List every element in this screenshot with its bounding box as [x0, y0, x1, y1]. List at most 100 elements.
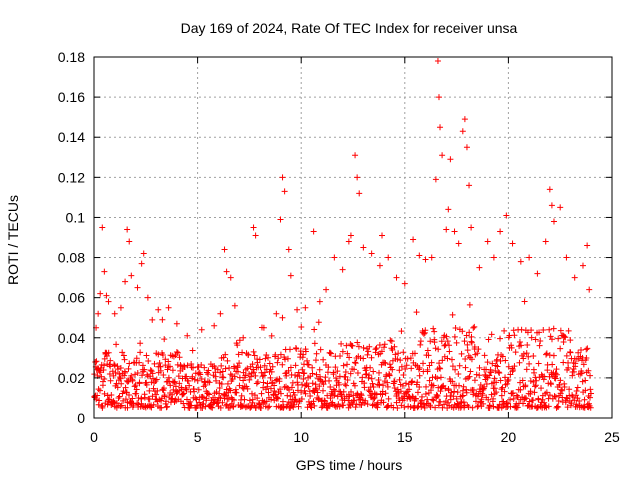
scatter-point	[557, 327, 564, 334]
scatter-point	[490, 403, 497, 410]
scatter-point	[553, 371, 560, 378]
scatter-point	[438, 383, 445, 390]
data-point	[105, 298, 112, 305]
scatter-point	[309, 370, 316, 377]
data-point	[439, 152, 446, 159]
scatter-point	[544, 367, 551, 374]
scatter-point	[119, 349, 126, 356]
scatter-point	[434, 375, 441, 382]
scatter-point	[101, 376, 108, 383]
scatter-point	[420, 360, 427, 367]
scatter-point	[501, 327, 508, 334]
data-point	[393, 274, 400, 281]
scatter-point	[180, 400, 187, 407]
scatter-point	[117, 403, 124, 410]
scatter-point	[581, 396, 588, 403]
scatter-point	[401, 404, 408, 411]
scatter-point	[266, 403, 273, 410]
scatter-point	[298, 323, 305, 330]
scatter-point	[573, 387, 580, 394]
scatter-point	[154, 387, 161, 394]
scatter-point	[179, 391, 186, 398]
scatter-point	[242, 366, 249, 373]
scatter-point	[414, 389, 421, 396]
scatter-point	[327, 384, 334, 391]
data-point	[138, 260, 145, 267]
scatter-point	[398, 328, 405, 335]
scatter-point	[360, 344, 367, 351]
scatter-point	[307, 401, 314, 408]
scatter-point	[163, 404, 170, 411]
scatter-point	[222, 351, 229, 358]
x-tick-label: 15	[397, 429, 413, 445]
scatter-point	[360, 355, 367, 362]
data-point	[223, 268, 230, 275]
scatter-point	[466, 373, 473, 380]
scatter-point	[532, 336, 539, 343]
scatter-point	[146, 387, 153, 394]
scatter-point	[336, 403, 343, 410]
scatter-point	[309, 380, 316, 387]
scatter-point	[548, 336, 555, 343]
scatter-point	[285, 367, 292, 374]
data-point	[416, 252, 423, 259]
scatter-point	[224, 380, 231, 387]
data-point	[509, 240, 516, 247]
scatter-point	[397, 357, 404, 364]
chart-title: Day 169 of 2024, Rate Of TEC Index for r…	[181, 20, 518, 36]
scatter-point	[575, 349, 582, 356]
scatter-point	[250, 366, 257, 373]
scatter-point	[313, 386, 320, 393]
scatter-point	[430, 397, 437, 404]
scatter-point	[236, 337, 243, 344]
scatter-point	[502, 357, 509, 364]
scatter-point	[389, 366, 396, 373]
scatter-point	[113, 341, 120, 348]
scatter-point	[463, 389, 470, 396]
scatter-point	[301, 370, 308, 377]
scatter-point	[464, 341, 471, 348]
scatter-point	[525, 353, 532, 360]
scatter-point	[305, 383, 312, 390]
data-point	[103, 292, 110, 299]
scatter-point	[170, 386, 177, 393]
scatter-point	[574, 384, 581, 391]
scatter-point	[143, 352, 150, 359]
scatter-point	[480, 400, 487, 407]
scatter-point	[137, 349, 144, 356]
scatter-point	[406, 386, 413, 393]
scatter-point	[342, 369, 349, 376]
scatter-point	[352, 404, 359, 411]
scatter-point	[423, 383, 430, 390]
scatter-point	[302, 382, 309, 389]
y-tick-label: 0.18	[58, 49, 85, 65]
x-tick-label: 10	[293, 429, 309, 445]
scatter-point	[204, 390, 211, 397]
scatter-point	[508, 342, 515, 349]
scatter-point	[417, 341, 424, 348]
scatter-point	[340, 402, 347, 409]
scatter-point	[107, 377, 114, 384]
scatter-point	[422, 327, 429, 334]
data-point	[260, 324, 267, 331]
scatter-point	[263, 398, 270, 405]
data-point	[240, 334, 247, 341]
scatter-point	[437, 374, 444, 381]
scatter-point	[490, 395, 497, 402]
scatter-point	[333, 375, 340, 382]
y-tick-label: 0.12	[58, 169, 85, 185]
scatter-point	[471, 344, 478, 351]
scatter-point	[353, 401, 360, 408]
scatter-point	[523, 395, 530, 402]
scatter-point	[432, 345, 439, 352]
scatter-point	[358, 392, 365, 399]
scatter-point	[322, 374, 329, 381]
scatter-point	[282, 356, 289, 363]
scatter-point	[579, 378, 586, 385]
scatter-point	[373, 345, 380, 352]
scatter-point	[583, 354, 590, 361]
scatter-point	[417, 338, 424, 345]
scatter-point	[116, 393, 123, 400]
scatter-point	[491, 375, 498, 382]
scatter-point	[524, 329, 531, 336]
